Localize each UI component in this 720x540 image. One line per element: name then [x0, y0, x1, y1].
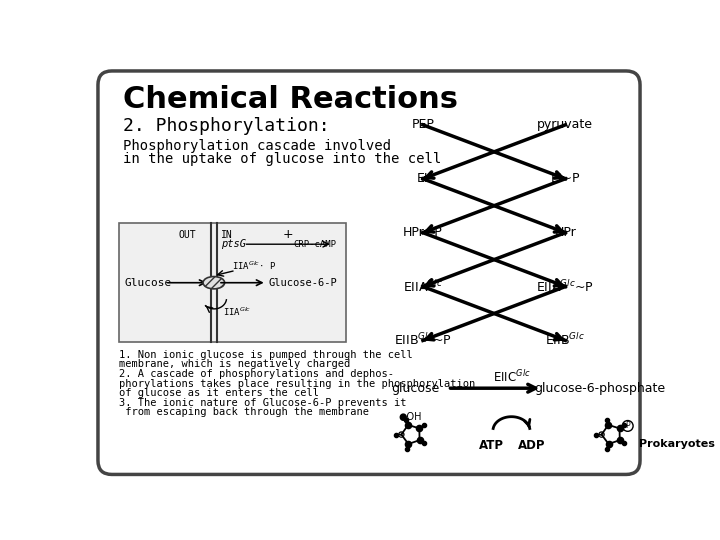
- Text: OUT: OUT: [178, 231, 196, 240]
- Text: HPr: HPr: [554, 226, 576, 239]
- Text: 1. Non ionic glucose is pumped through the cell: 1. Non ionic glucose is pumped through t…: [119, 350, 413, 360]
- Text: 2. Phosphorylation:: 2. Phosphorylation:: [122, 117, 329, 136]
- Circle shape: [622, 421, 633, 431]
- Text: from escaping back through the membrane: from escaping back through the membrane: [119, 408, 369, 417]
- Text: EIIA$^{Glc}$~P: EIIA$^{Glc}$~P: [536, 279, 594, 294]
- Text: CRP-cAMP: CRP-cAMP: [294, 240, 337, 249]
- Text: EIIC$^{Glc}$: EIIC$^{Glc}$: [492, 369, 531, 384]
- Text: membrane, which is negatively charged: membrane, which is negatively charged: [119, 359, 350, 369]
- Text: in the uptake of glucose into the cell: in the uptake of glucose into the cell: [122, 152, 441, 166]
- Text: PEP: PEP: [411, 118, 434, 131]
- Text: +: +: [283, 228, 294, 241]
- Text: O: O: [399, 432, 404, 437]
- Text: IIA$^{Glc}$: IIA$^{Glc}$: [222, 306, 251, 318]
- Text: ATP: ATP: [479, 440, 504, 453]
- Text: O: O: [599, 432, 604, 437]
- Text: EIIB$^{Glc}$~P: EIIB$^{Glc}$~P: [394, 333, 452, 348]
- Text: IIA$^{Glc}$· P: IIA$^{Glc}$· P: [232, 260, 276, 272]
- Text: HPr~P: HPr~P: [403, 226, 443, 239]
- Text: glucose-6-phosphate: glucose-6-phosphate: [534, 382, 665, 395]
- Text: glucose: glucose: [391, 382, 439, 395]
- Text: of glucose as it enters the cell: of glucose as it enters the cell: [119, 388, 319, 398]
- Text: Glucose-6-P: Glucose-6-P: [269, 278, 338, 288]
- Text: 3. The ionic nature of Glucose-6-P prevents it: 3. The ionic nature of Glucose-6-P preve…: [119, 398, 406, 408]
- Text: pyruvate: pyruvate: [537, 118, 593, 131]
- Text: EIIB$^{Glc}$: EIIB$^{Glc}$: [546, 333, 585, 348]
- Circle shape: [399, 432, 404, 437]
- Text: EI~P: EI~P: [551, 172, 580, 185]
- Text: ADP: ADP: [518, 440, 545, 453]
- Bar: [119, 222, 346, 342]
- Text: EI: EI: [417, 172, 428, 185]
- Circle shape: [599, 432, 604, 437]
- Text: ●OH: ●OH: [398, 411, 422, 422]
- Text: EIIA$^{Glc}$: EIIA$^{Glc}$: [403, 279, 443, 294]
- Text: P: P: [626, 421, 630, 430]
- Text: phorylations takes place resulting in the phosphorylation: phorylations takes place resulting in th…: [119, 379, 475, 389]
- Text: Glucose: Glucose: [125, 278, 172, 288]
- Ellipse shape: [203, 276, 225, 289]
- Text: Phosphorylation cascade involved: Phosphorylation cascade involved: [122, 139, 391, 153]
- FancyBboxPatch shape: [98, 71, 640, 475]
- Text: ptsG: ptsG: [221, 239, 246, 249]
- Text: Prokaryotes: Prokaryotes: [639, 438, 714, 449]
- Text: 2. A cascade of phosphorylations and dephos-: 2. A cascade of phosphorylations and dep…: [119, 369, 394, 379]
- Text: IN: IN: [221, 231, 233, 240]
- Text: Chemical Reactions: Chemical Reactions: [122, 85, 458, 114]
